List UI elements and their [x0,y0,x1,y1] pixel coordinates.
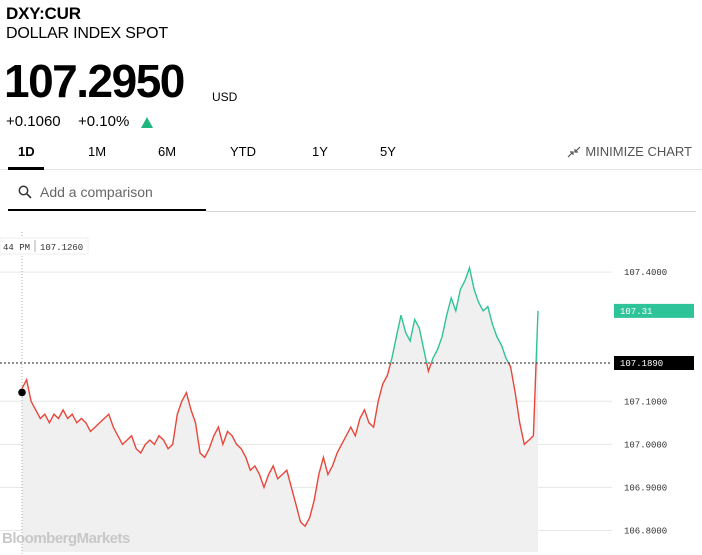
y-tick-label: 107.1000 [624,397,667,407]
tab-1m[interactable]: 1M [88,144,107,159]
price-value: 107.2950 [4,55,185,107]
comparison-divider [206,211,696,212]
crosshair-tooltip: 44 PM 107.1260 [0,237,89,255]
change-value: +0.1060 [6,113,61,130]
currency-label: USD [212,90,238,104]
ticker-symbol: DXY:CUR [6,4,81,23]
timeframe-tabs: 1D 1M 6M YTD 1Y 5Y MINIMIZE CHART [0,138,702,170]
active-tab-indicator [8,167,44,170]
price-chart[interactable]: 44 PM 107.1260 107.4000107.1000107.00001… [0,232,702,555]
instrument-name: DOLLAR INDEX SPOT [6,25,168,42]
comparison-input[interactable] [40,184,200,200]
search-icon [18,185,32,199]
previous-close-text: 107.1890 [620,359,663,369]
previous-close-label: 107.1890 [614,355,694,370]
current-price-text: 107.31 [620,307,652,317]
tab-1d[interactable]: 1D [18,144,35,159]
y-tick-label: 107.4000 [624,268,667,278]
tab-1y[interactable]: 1Y [312,144,328,159]
comparison-search[interactable] [8,175,206,211]
y-tick-label: 106.8000 [624,526,667,536]
price-line-above [389,265,539,363]
y-tick-label: 107.0000 [624,440,667,450]
tab-5y[interactable]: 5Y [380,144,396,159]
minimize-icon [567,146,581,157]
minimize-chart-label: MINIMIZE CHART [585,144,692,159]
up-arrow-icon [141,117,153,128]
bloomberg-watermark: BloombergMarkets [2,530,130,547]
crosshair-time: 44 PM [3,243,30,253]
current-price-label: 107.31 [614,303,694,318]
change-percent: +0.10% [78,113,130,130]
y-tick-label: 106.9000 [624,483,667,493]
tab-6m[interactable]: 6M [158,144,177,159]
crosshair-dot [18,388,26,397]
minimize-chart-button[interactable]: MINIMIZE CHART [567,144,692,159]
tab-ytd[interactable]: YTD [230,144,256,159]
crosshair-value: 107.1260 [40,243,83,253]
y-axis-ticks: 107.4000 107.1000 107.0000 106.9000 106.8000 [624,268,667,536]
price-area [22,267,538,552]
price-line-below [21,362,537,528]
